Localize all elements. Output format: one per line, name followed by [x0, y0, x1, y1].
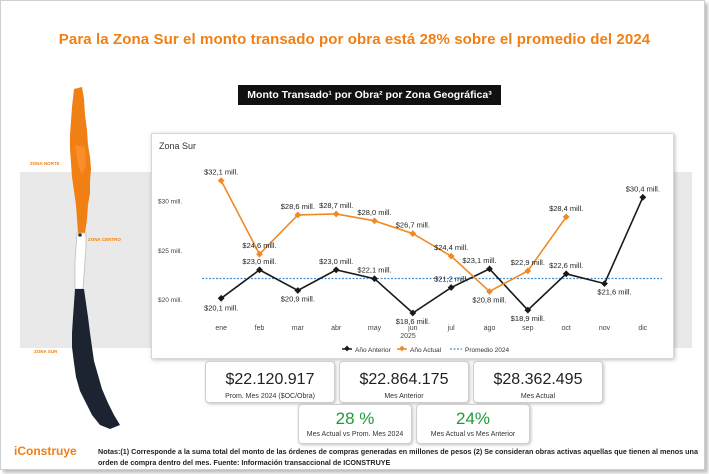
data-label: $22,1 mill.	[357, 266, 391, 275]
kpi-value: $22.864.175	[359, 371, 449, 388]
data-point	[256, 250, 263, 258]
kpi-mes-actual: $28.362.495 Mes Actual	[473, 361, 603, 403]
data-label: $28,6 mill.	[281, 202, 315, 211]
x-tick-label: ene	[215, 325, 227, 332]
chart-card: Zona Sur $20 mill. $25 mill. $30 mill. ene f…	[151, 133, 674, 359]
x-tick-label: sep	[522, 325, 533, 332]
kpi-mes-anterior: $22.864.175 Mes Anterior	[339, 361, 469, 403]
page-headline: Para la Zona Sur el monto transado por o…	[58, 31, 651, 48]
footnotes: Notas:(1) Corresponde a la suma total de…	[98, 447, 698, 467]
map-zona-sur-region	[72, 289, 120, 429]
x-tick-label: may	[368, 325, 382, 332]
kpi-prom-mes-2024: $22.120.917 Prom. Mes 2024 ($OC/Obra)	[205, 361, 335, 403]
map-label-zona-norte: ZONA NORTE	[30, 161, 60, 166]
data-point	[332, 210, 340, 218]
data-label: $23,0 mill.	[242, 257, 276, 266]
data-point	[409, 309, 417, 317]
data-label: $26,7 mill.	[396, 221, 430, 230]
data-label: $18,6 mill.	[396, 317, 430, 326]
data-point	[486, 288, 493, 295]
x-tick-label: oct	[561, 325, 570, 332]
data-label: $21,6 mill.	[597, 288, 631, 297]
data-point	[294, 287, 302, 294]
legend-ano-anterior: Año Anterior	[355, 347, 392, 354]
data-label: $20,9 mill.	[281, 294, 315, 303]
x-tick-label: jul	[447, 325, 455, 332]
pct-label: Mes Actual vs Mes Anterior	[430, 431, 516, 438]
data-label: $21,2 mill.	[434, 275, 468, 284]
data-label: $18,9 mill.	[511, 314, 545, 323]
data-label: $20,1 mill.	[204, 303, 238, 312]
x-tick-label: ago	[484, 325, 496, 332]
data-label: $24,4 mill.	[434, 243, 468, 252]
x-tick-label: nov	[599, 325, 611, 332]
data-point	[639, 193, 647, 201]
iconstruye-logo: iConstruye	[14, 444, 77, 458]
x-tick-label: feb	[255, 325, 265, 332]
pct-vs-mes-anterior: 24% Mes Actual vs Mes Anterior	[416, 404, 530, 444]
kpi-label: Mes Anterior	[384, 393, 424, 400]
data-point	[217, 294, 225, 302]
y-tick-label: $30 mill.	[158, 199, 182, 206]
x-tick-label: abr	[331, 325, 342, 332]
data-point	[217, 177, 225, 185]
data-point	[562, 270, 570, 278]
data-point	[447, 252, 455, 260]
data-point	[256, 266, 263, 274]
chart-banner: Monto Transado¹ por Obra² por Zona Geogr…	[238, 85, 501, 105]
chart-legend: Año Anterior Año Actual Promedio 2024	[342, 345, 509, 354]
data-label: $30,4 mill.	[626, 184, 660, 193]
data-label: $23,1 mill.	[462, 256, 496, 265]
x-tick-label: mar	[292, 325, 305, 332]
y-tick-label: $20 mill.	[158, 297, 182, 304]
data-point	[447, 284, 455, 291]
chart-title: Zona Sur	[159, 141, 196, 151]
data-point	[486, 265, 493, 273]
series-line-ano-actual	[220, 180, 567, 293]
map-zona-norte-region-2	[75, 145, 86, 175]
legend-ano-actual: Año Actual	[410, 347, 442, 354]
pct-vs-promedio: 28 % Mes Actual vs Prom. Mes 2024	[298, 404, 412, 444]
series-line-ano-anterior	[220, 196, 644, 315]
data-label: $28,4 mill.	[549, 204, 583, 213]
pct-value: 28 %	[335, 409, 375, 428]
data-point	[409, 230, 417, 237]
data-label: $22,9 mill.	[511, 258, 545, 267]
pct-label: Mes Actual vs Prom. Mes 2024	[306, 431, 404, 438]
data-label: $24,6 mill.	[242, 241, 276, 250]
x-tick-label: dic	[638, 325, 647, 332]
map-label-zona-sur: ZONA SUR	[34, 349, 58, 354]
chile-map: ZONA NORTE ZONA CENTRO ZONA SUR	[30, 87, 121, 429]
map-label-zona-centro: ZONA CENTRO	[88, 237, 121, 242]
data-point	[332, 266, 340, 274]
line-chart: Zona Sur $20 mill. $25 mill. $30 mill. ene f…	[158, 141, 662, 354]
data-label: $20,8 mill.	[472, 295, 506, 304]
pct-value: 24%	[455, 409, 491, 428]
map-zona-centro-region	[74, 232, 87, 290]
data-point	[562, 213, 570, 221]
data-point	[371, 275, 378, 283]
logo-text: Construye	[17, 444, 77, 458]
y-tick-label: $25 mill.	[158, 248, 182, 255]
x-axis-label: 2025	[400, 333, 416, 340]
kpi-value: $28.362.495	[493, 371, 583, 388]
data-label: $22,6 mill.	[549, 261, 583, 270]
data-label: $23,0 mill.	[319, 257, 353, 266]
kpi-label: Prom. Mes 2024 ($OC/Obra)	[225, 393, 315, 400]
data-label: $28,0 mill.	[357, 208, 391, 217]
x-tick-label: jun	[407, 325, 417, 332]
legend-promedio-2024: Promedio 2024	[465, 347, 509, 354]
data-label: $32,1 mill.	[204, 168, 238, 177]
data-point	[371, 217, 378, 225]
data-label: $28,7 mill.	[319, 201, 353, 210]
data-point	[524, 306, 532, 314]
data-point	[601, 280, 608, 287]
logo-mark: i	[14, 444, 18, 458]
kpi-value: $22.120.917	[225, 371, 315, 388]
kpi-label: Mes Actual	[520, 393, 556, 400]
